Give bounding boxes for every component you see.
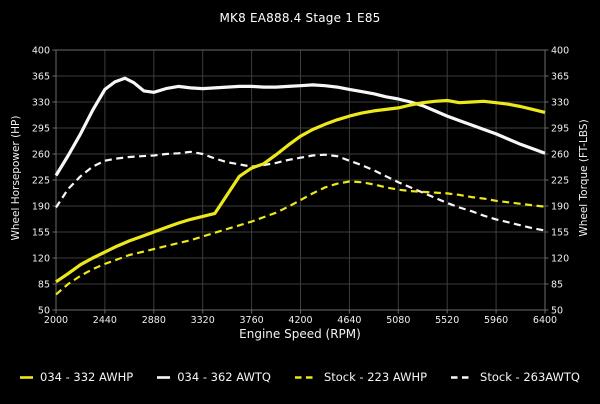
legend-item-034-362-awtq: 034 - 362 AWTQ xyxy=(157,370,271,384)
legend-item-034-332-awhp: 034 - 332 AWHP xyxy=(20,370,133,384)
y-tick-label-left: 155 xyxy=(32,228,50,239)
y-tick-label-right: 155 xyxy=(551,228,569,239)
y-tick-label-left: 50 xyxy=(38,306,50,317)
x-tick-label: 4200 xyxy=(288,315,312,326)
y-tick-label-left: 225 xyxy=(32,176,50,187)
y-tick-label-right: 330 xyxy=(551,98,569,109)
legend-swatch-stock-263awtq xyxy=(451,375,474,379)
x-tick-label: 2880 xyxy=(142,315,166,326)
y-tick-label-right: 50 xyxy=(551,306,563,317)
x-tick-label: 6400 xyxy=(533,315,557,326)
y-tick-label-left: 400 xyxy=(32,46,50,57)
y-tick-label-right: 190 xyxy=(551,202,569,213)
legend-label: 034 - 362 AWTQ xyxy=(177,370,271,384)
legend-swatch-034-332-awhp xyxy=(20,375,34,379)
y-tick-label-left: 190 xyxy=(32,202,50,213)
x-tick-label: 5080 xyxy=(386,315,410,326)
y-tick-label-left: 295 xyxy=(32,124,50,135)
y-tick-label-right: 365 xyxy=(551,72,569,83)
x-tick-label: 2440 xyxy=(93,315,117,326)
legend-label: Stock - 263AWTQ xyxy=(480,370,580,384)
y-tick-label-right: 120 xyxy=(551,254,569,265)
legend-item-stock-223-awhp: Stock - 223 AWHP xyxy=(294,370,428,384)
y-tick-label-left: 365 xyxy=(32,72,50,83)
legend-label: Stock - 223 AWHP xyxy=(323,370,428,384)
y-axis-label-left: Wheel Horsepower (HP) xyxy=(10,115,22,241)
legend-item-stock-263awtq: Stock - 263AWTQ xyxy=(451,370,580,384)
x-tick-label: 2000 xyxy=(44,315,68,326)
x-tick-label: 3320 xyxy=(191,315,215,326)
chart-legend: 034 - 332 AWHP 034 - 362 AWTQ Stock - 223 … xyxy=(0,370,600,384)
y-tick-label-left: 120 xyxy=(32,254,50,265)
x-tick-label: 5960 xyxy=(484,315,508,326)
series-line-stock-263awtq xyxy=(55,150,546,232)
y-tick-label-right: 400 xyxy=(551,46,569,57)
y-tick-label-left: 260 xyxy=(32,150,50,161)
y-tick-label-right: 260 xyxy=(551,150,569,161)
y-axis-label-right: Wheel Torque (FT-LBS) xyxy=(578,119,590,237)
series-line-stock-223-awhp xyxy=(55,180,546,296)
y-tick-label-right: 85 xyxy=(551,280,563,291)
y-tick-label-right: 225 xyxy=(551,176,569,187)
x-axis-label: Engine Speed (RPM) xyxy=(239,327,361,341)
legend-swatch-stock-223-awhp xyxy=(294,375,317,379)
series-line-034-362-awtq xyxy=(54,76,546,177)
y-tick-label-right: 295 xyxy=(551,124,569,135)
legend-label: 034 - 332 AWHP xyxy=(40,370,134,384)
series-line-034-332-awhp xyxy=(55,98,546,284)
x-tick-label: 3760 xyxy=(240,315,264,326)
y-tick-label-left: 330 xyxy=(32,98,50,109)
x-tick-label: 5520 xyxy=(435,315,459,326)
legend-swatch-034-362-awtq xyxy=(157,375,171,379)
chart-title: MK8 EA888.4 Stage 1 E85 xyxy=(219,11,381,25)
y-tick-label-left: 85 xyxy=(38,280,50,291)
x-tick-label: 4640 xyxy=(337,315,361,326)
